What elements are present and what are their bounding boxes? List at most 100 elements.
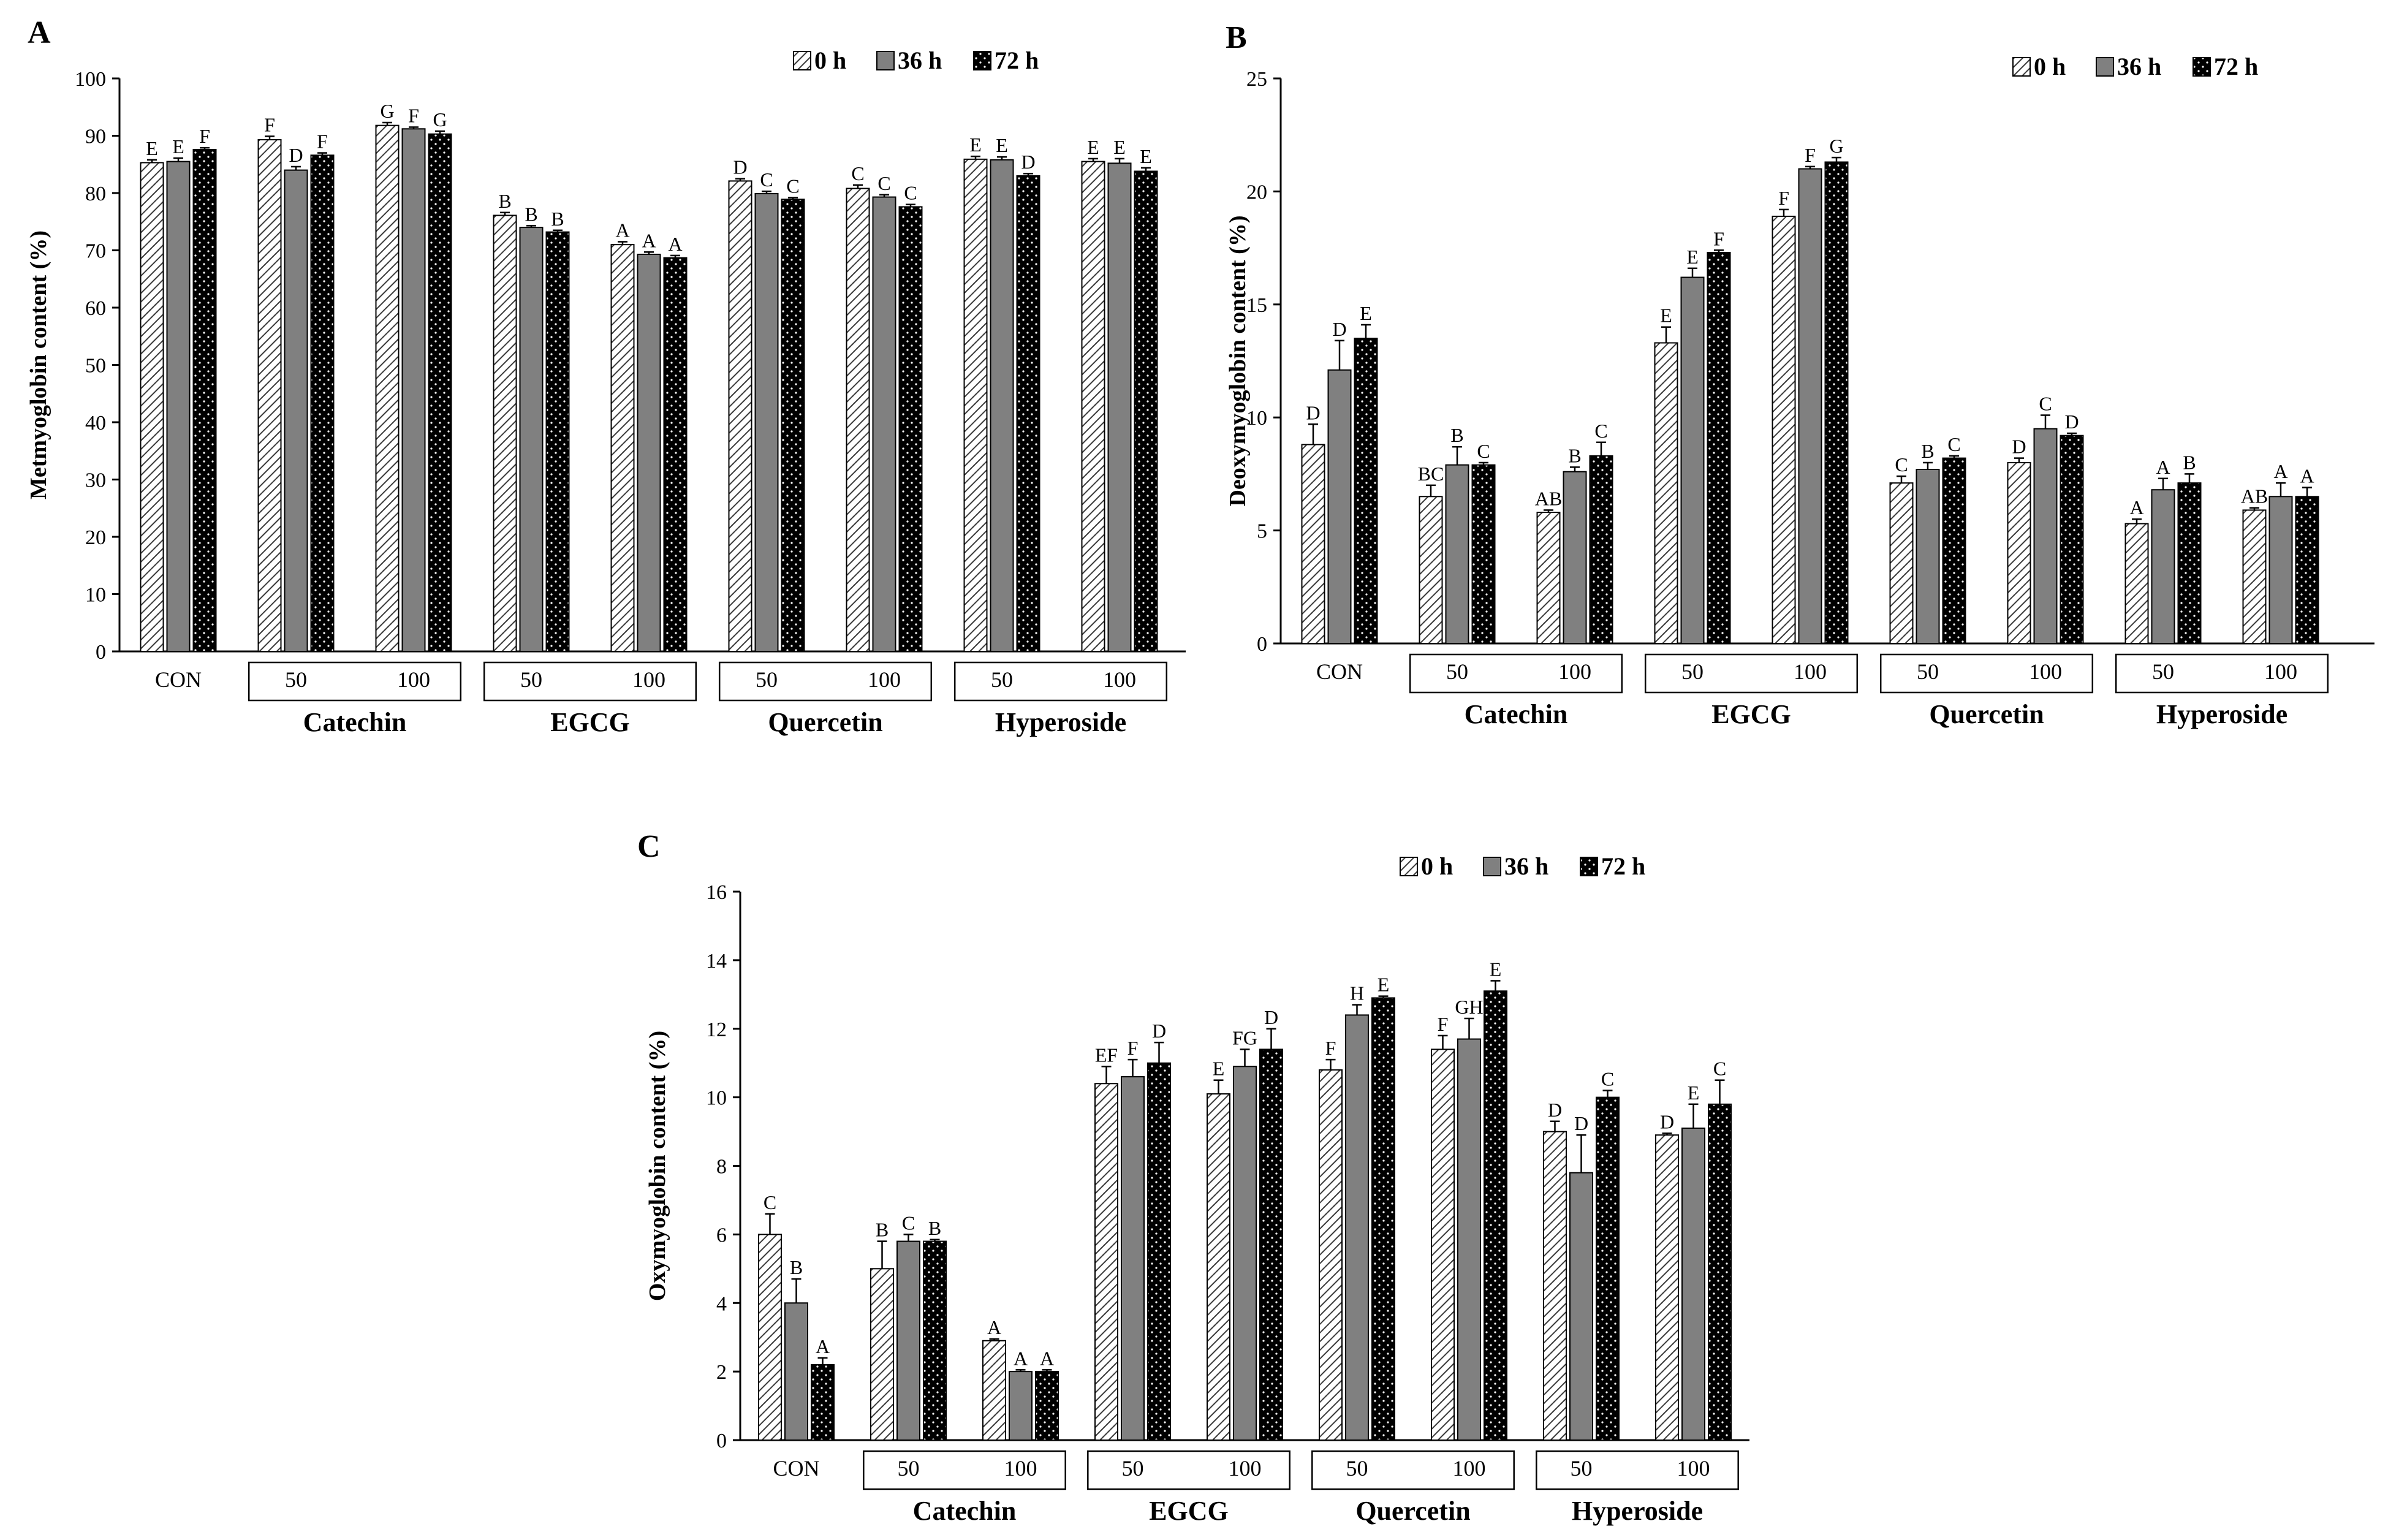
bar-36h-1 bbox=[1445, 464, 1469, 644]
legend-swatch bbox=[1580, 857, 1598, 876]
bar-72h-0 bbox=[1354, 338, 1378, 644]
panel-letter: C bbox=[637, 829, 661, 864]
significance-label: F bbox=[1127, 1037, 1139, 1059]
x-tick-label: 100 bbox=[2264, 659, 2297, 684]
bar-0h-8 bbox=[2242, 509, 2267, 645]
significance-label: F bbox=[1778, 187, 1789, 209]
y-tick-label: 8 bbox=[716, 1156, 727, 1178]
legend-label: 36 h bbox=[2117, 53, 2161, 80]
significance-label: H bbox=[1350, 982, 1364, 1004]
x-tick-label: 100 bbox=[1794, 659, 1827, 684]
bar-0h-7 bbox=[1543, 1131, 1567, 1441]
significance-label: C bbox=[786, 175, 799, 197]
bar-36h-4 bbox=[1798, 168, 1822, 644]
significance-label: D bbox=[2064, 411, 2079, 433]
bar-0h-0 bbox=[1301, 444, 1325, 644]
group-label: Quercetin bbox=[1355, 1496, 1470, 1526]
bar-36h-1 bbox=[896, 1240, 920, 1441]
bar-72h-5 bbox=[781, 199, 805, 653]
significance-label: A bbox=[615, 219, 629, 241]
y-tick-label: 80 bbox=[85, 183, 106, 205]
significance-label: C bbox=[764, 1191, 776, 1213]
significance-label: A bbox=[2273, 460, 2287, 482]
bar-0h-5 bbox=[1889, 482, 1914, 644]
bar-0h-0 bbox=[758, 1234, 782, 1441]
legend-swatch bbox=[2096, 57, 2114, 77]
legend-swatch bbox=[1400, 857, 1418, 876]
group-bracket-box bbox=[2115, 653, 2329, 694]
significance-label: G bbox=[1829, 135, 1843, 157]
bar-72h-7 bbox=[2177, 482, 2202, 644]
significance-label: E bbox=[1087, 136, 1099, 158]
x-tick-label: 50 bbox=[2152, 659, 2174, 684]
group-bracket-box bbox=[1087, 1450, 1290, 1490]
significance-label: D bbox=[1264, 1006, 1278, 1028]
bar-72h-0 bbox=[811, 1364, 835, 1441]
bar-36h-0 bbox=[784, 1302, 808, 1441]
significance-label: A bbox=[2300, 465, 2314, 487]
bar-72h-5 bbox=[1942, 457, 1966, 644]
bar-72h-8 bbox=[1134, 170, 1158, 653]
group-bracket-box bbox=[718, 661, 933, 702]
bar-36h-7 bbox=[2151, 489, 2175, 644]
bar-0h-0 bbox=[140, 162, 164, 652]
x-tick-label: 100 bbox=[1103, 667, 1136, 692]
significance-label: C bbox=[1594, 420, 1607, 442]
group-bracket-box bbox=[1644, 653, 1859, 694]
bar-36h-2 bbox=[401, 128, 426, 652]
group-label: Hyperoside bbox=[1572, 1496, 1703, 1526]
group-label: EGCG bbox=[1149, 1496, 1229, 1526]
bar-72h-4 bbox=[1259, 1049, 1283, 1441]
significance-label: G bbox=[380, 100, 394, 122]
y-tick-label: 0 bbox=[96, 641, 106, 664]
significance-label: F bbox=[1325, 1037, 1336, 1059]
bar-72h-7 bbox=[1016, 175, 1040, 652]
x-tick-label: 50 bbox=[1681, 659, 1704, 684]
significance-label: C bbox=[1895, 453, 1908, 476]
y-tick-label: 2 bbox=[716, 1361, 727, 1384]
significance-label: E bbox=[996, 134, 1008, 156]
significance-label: E bbox=[1140, 145, 1152, 167]
bar-0h-5 bbox=[1319, 1069, 1343, 1441]
bar-0h-3 bbox=[1094, 1083, 1118, 1441]
significance-label: D bbox=[1152, 1020, 1166, 1042]
x-tick-label: 50 bbox=[520, 667, 542, 692]
group-label: Catechin bbox=[303, 707, 407, 737]
y-tick-label: 5 bbox=[1257, 520, 1267, 543]
bar-72h-3 bbox=[1707, 251, 1731, 644]
group-bracket-box bbox=[1536, 1450, 1739, 1490]
y-tick-label: 90 bbox=[85, 126, 106, 148]
bar-72h-8 bbox=[2295, 496, 2319, 645]
bar-0h-2 bbox=[375, 124, 400, 653]
significance-label: D bbox=[733, 156, 747, 178]
bar-72h-4 bbox=[663, 257, 688, 652]
bar-36h-7 bbox=[990, 159, 1014, 652]
bar-36h-5 bbox=[754, 192, 779, 652]
y-tick-label: 60 bbox=[85, 297, 106, 320]
legend-label: 72 h bbox=[2214, 53, 2258, 80]
x-tick-label: 50 bbox=[1571, 1456, 1593, 1481]
x-tick-label: 100 bbox=[1453, 1456, 1486, 1481]
significance-label: D bbox=[1021, 151, 1035, 173]
x-tick-label: CON bbox=[1316, 659, 1363, 684]
bar-72h-0 bbox=[192, 148, 217, 652]
bar-36h-7 bbox=[1569, 1172, 1593, 1441]
bar-0h-1 bbox=[257, 139, 282, 653]
significance-label: F bbox=[1805, 144, 1816, 166]
significance-label: A bbox=[2156, 456, 2170, 478]
bar-0h-6 bbox=[2007, 461, 2031, 645]
bar-36h-0 bbox=[166, 161, 191, 652]
significance-label: B bbox=[2183, 451, 2196, 473]
significance-label: E bbox=[172, 135, 184, 157]
group-label: EGCG bbox=[1711, 699, 1791, 729]
y-tick-label: 12 bbox=[706, 1018, 727, 1041]
legend-swatch bbox=[973, 51, 991, 70]
significance-label: F bbox=[264, 113, 275, 135]
chart-panel-a: A 0 10 20 30 40 50 60 70 80 90 100 Metmyoglobin cont… bbox=[26, 15, 1186, 737]
group-bracket-box bbox=[1311, 1450, 1515, 1490]
significance-label: F bbox=[1713, 227, 1724, 249]
group-bracket-box bbox=[248, 661, 462, 702]
significance-label: A bbox=[1040, 1347, 1054, 1369]
group-label: Hyperoside bbox=[995, 707, 1126, 737]
